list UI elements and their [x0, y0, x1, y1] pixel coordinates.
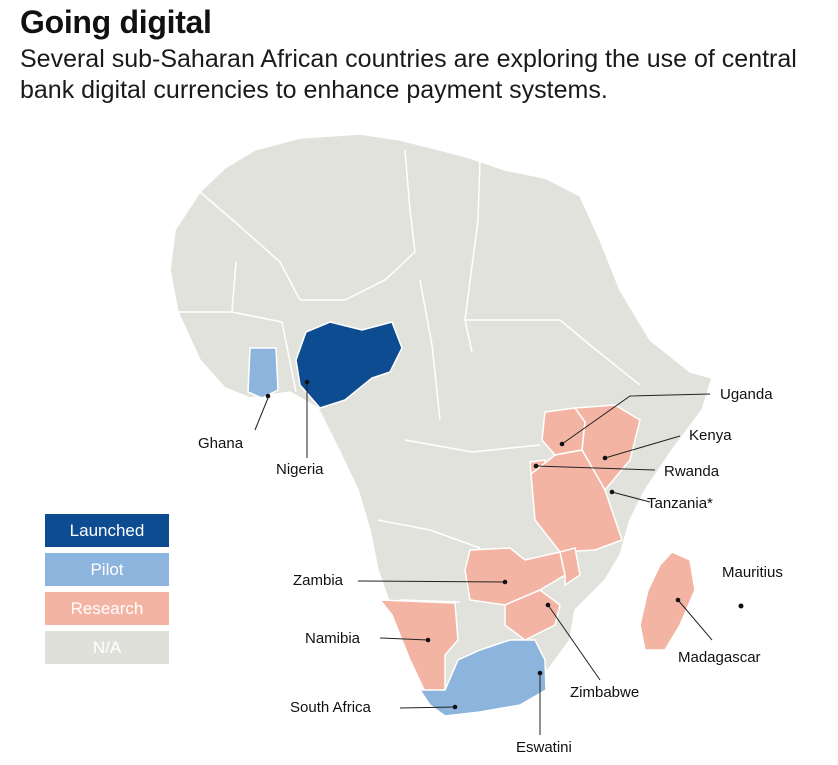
leader-lines — [254, 382, 713, 735]
legend-na: N/A — [45, 631, 169, 664]
ghana-shape[interactable] — [247, 347, 279, 399]
zambia-shape[interactable] — [464, 547, 566, 606]
madagascar-shape[interactable] — [639, 551, 696, 651]
label-nigeria: Nigeria — [276, 461, 324, 478]
legend: Launched Pilot Research N/A — [45, 514, 169, 670]
mauritius-marker[interactable] — [738, 603, 744, 609]
country-borders — [178, 149, 641, 603]
label-mauritius: Mauritius — [722, 564, 783, 581]
nigeria-shape[interactable] — [295, 321, 403, 409]
zimbabwe-shape[interactable] — [504, 589, 561, 641]
label-madagascar: Madagascar — [678, 649, 761, 666]
page-title: Going digital — [20, 4, 212, 40]
label-south-africa: South Africa — [290, 699, 372, 716]
label-zambia: Zambia — [293, 572, 344, 589]
research-countries — [378, 404, 696, 693]
tanzania-shape[interactable] — [530, 449, 623, 553]
legend-pilot: Pilot — [45, 553, 169, 586]
label-tanzania: Tanzania* — [647, 495, 713, 512]
legend-research: Research — [45, 592, 169, 625]
label-namibia: Namibia — [305, 630, 361, 647]
legend-na-label: N/A — [92, 637, 122, 657]
legend-launched-label: Launched — [69, 520, 145, 540]
legend-launched: Launched — [45, 514, 169, 547]
label-uganda: Uganda — [720, 386, 773, 403]
leader-dots — [265, 379, 681, 710]
label-rwanda: Rwanda — [664, 463, 720, 480]
label-kenya: Kenya — [689, 427, 732, 444]
uganda-shape[interactable] — [541, 407, 586, 456]
legend-pilot-label: Pilot — [90, 559, 124, 579]
kenya-shape[interactable] — [573, 404, 641, 492]
pilot-countries — [247, 347, 547, 717]
label-ghana: Ghana — [198, 435, 244, 452]
legend-research-label: Research — [70, 598, 144, 618]
malawi-shape[interactable] — [559, 547, 581, 587]
south-africa-shape[interactable] — [418, 639, 547, 717]
page-subtitle: Several sub-Saharan African countries ar… — [20, 45, 797, 104]
label-zimbabwe: Zimbabwe — [570, 684, 639, 701]
label-eswatini: Eswatini — [516, 739, 572, 756]
